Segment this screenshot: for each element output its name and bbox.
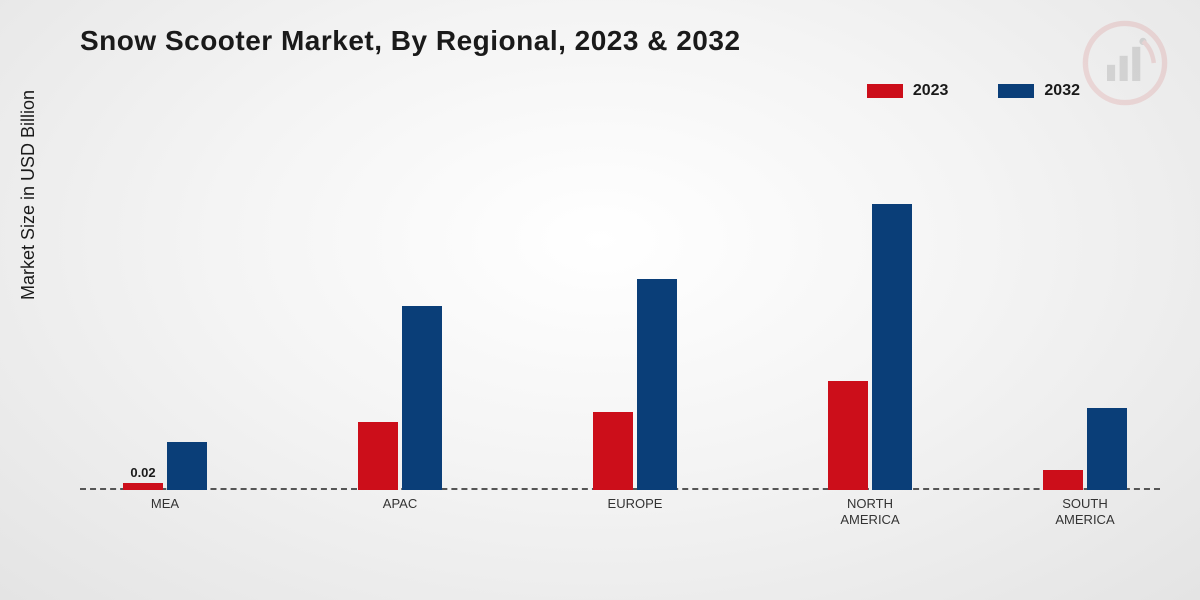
bar-2032 xyxy=(872,204,912,490)
bar-value-label: 0.02 xyxy=(130,465,155,480)
legend-swatch-2032 xyxy=(998,84,1034,98)
bar-2032 xyxy=(637,279,677,490)
bar-2023 xyxy=(358,422,398,490)
bar-group: NORTH AMERICA xyxy=(810,204,930,490)
legend-swatch-2023 xyxy=(867,84,903,98)
bar-2023 xyxy=(828,381,868,490)
bar-2023 xyxy=(593,412,633,490)
bar-2032 xyxy=(402,306,442,490)
bar-group: EUROPE xyxy=(575,279,695,490)
category-label: NORTH AMERICA xyxy=(840,496,899,527)
bar-2032 xyxy=(1087,408,1127,490)
bar-2023 xyxy=(1043,470,1083,490)
bar-2023: 0.02 xyxy=(123,483,163,490)
watermark-logo xyxy=(1080,18,1170,108)
legend-item-2032: 2032 xyxy=(998,82,1080,100)
legend-item-2023: 2023 xyxy=(867,82,949,100)
bar-group: SOUTH AMERICA xyxy=(1025,408,1145,490)
bar-group: 0.02MEA xyxy=(105,442,225,490)
category-label: EUROPE xyxy=(608,496,663,512)
legend-label-2032: 2032 xyxy=(1044,82,1080,100)
plot-area: 0.02MEA APAC EUROPE NORTH AMERICA SOUTH AMER… xyxy=(80,150,1160,490)
legend: 2023 2032 xyxy=(867,82,1080,100)
category-label: MEA xyxy=(151,496,179,512)
bar-group: APAC xyxy=(340,306,460,490)
chart-title: Snow Scooter Market, By Regional, 2023 &… xyxy=(80,25,741,57)
legend-label-2023: 2023 xyxy=(913,82,949,100)
y-axis-label: Market Size in USD Billion xyxy=(18,90,39,300)
bar-2032 xyxy=(167,442,207,490)
category-label: SOUTH AMERICA xyxy=(1055,496,1114,527)
category-label: APAC xyxy=(383,496,417,512)
